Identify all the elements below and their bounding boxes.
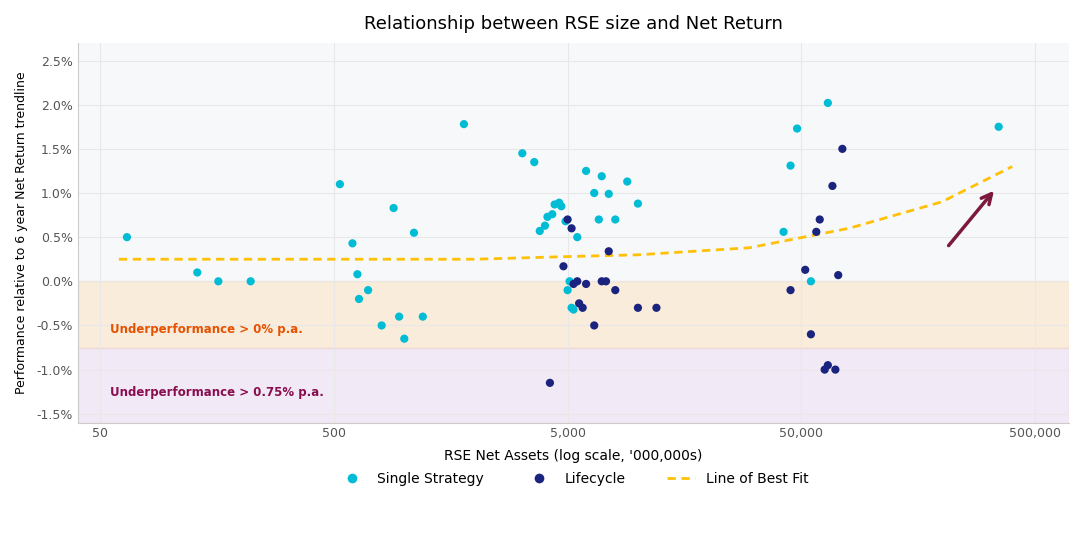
- Point: [349, 270, 366, 279]
- Point: [648, 304, 666, 312]
- Point: [405, 228, 423, 237]
- Point: [543, 210, 560, 219]
- Point: [563, 304, 580, 312]
- Point: [590, 215, 607, 224]
- Point: [802, 277, 820, 286]
- Point: [563, 224, 580, 233]
- Text: Underperformance > 0% p.a.: Underperformance > 0% p.a.: [109, 322, 302, 335]
- Point: [531, 227, 549, 235]
- Point: [539, 213, 556, 221]
- Title: Relationship between RSE size and Net Return: Relationship between RSE size and Net Re…: [364, 15, 783, 33]
- Point: [553, 202, 570, 210]
- Point: [546, 200, 564, 209]
- Point: [601, 189, 618, 198]
- Point: [565, 280, 582, 288]
- Point: [802, 330, 820, 339]
- Point: [560, 277, 578, 286]
- Point: [569, 233, 586, 241]
- Point: [537, 221, 554, 230]
- Point: [593, 277, 610, 286]
- Point: [829, 271, 847, 280]
- Point: [578, 167, 595, 175]
- Point: [816, 365, 834, 374]
- Text: Underperformance > 0.75% p.a.: Underperformance > 0.75% p.a.: [109, 386, 324, 399]
- Point: [551, 199, 568, 207]
- Point: [332, 180, 349, 188]
- Point: [575, 304, 592, 312]
- Point: [514, 149, 531, 157]
- X-axis label: RSE Net Assets (log scale, '000,000s): RSE Net Assets (log scale, '000,000s): [444, 449, 702, 463]
- Point: [585, 321, 603, 330]
- Point: [827, 365, 844, 374]
- Point: [242, 277, 259, 286]
- Point: [607, 215, 624, 224]
- Point: [820, 98, 837, 107]
- Point: [782, 286, 799, 294]
- Legend: Single Strategy, Lifecycle, Line of Best Fit: Single Strategy, Lifecycle, Line of Best…: [333, 466, 814, 492]
- Point: [782, 161, 799, 170]
- Point: [834, 144, 851, 153]
- Point: [559, 286, 577, 294]
- Point: [385, 203, 402, 212]
- Point: [390, 312, 408, 321]
- Bar: [78, 281, 1069, 347]
- Point: [585, 189, 603, 197]
- Point: [414, 312, 431, 321]
- Point: [808, 228, 825, 236]
- Point: [526, 158, 543, 167]
- Point: [559, 215, 577, 224]
- Point: [775, 228, 792, 236]
- Point: [601, 247, 618, 255]
- Point: [209, 277, 227, 286]
- Point: [811, 215, 828, 224]
- Point: [541, 379, 558, 387]
- Point: [788, 124, 805, 133]
- Point: [629, 199, 646, 208]
- Point: [820, 361, 837, 370]
- Point: [396, 334, 413, 343]
- Point: [557, 217, 575, 226]
- Y-axis label: Performance relative to 6 year Net Return trendline: Performance relative to 6 year Net Retur…: [15, 71, 28, 394]
- Point: [189, 268, 206, 277]
- Point: [118, 233, 136, 241]
- Point: [593, 172, 610, 181]
- Point: [607, 286, 624, 294]
- Point: [373, 321, 390, 330]
- Point: [570, 299, 588, 308]
- Point: [344, 239, 361, 248]
- Point: [569, 277, 586, 286]
- Point: [350, 295, 367, 304]
- Point: [455, 120, 473, 128]
- Point: [990, 122, 1007, 131]
- Point: [619, 177, 636, 186]
- Point: [360, 286, 377, 294]
- Point: [578, 280, 595, 288]
- Point: [555, 262, 572, 270]
- Point: [565, 305, 582, 314]
- Bar: [78, 347, 1069, 423]
- Point: [629, 304, 646, 312]
- Point: [597, 277, 615, 286]
- Point: [824, 182, 841, 190]
- Point: [797, 266, 814, 274]
